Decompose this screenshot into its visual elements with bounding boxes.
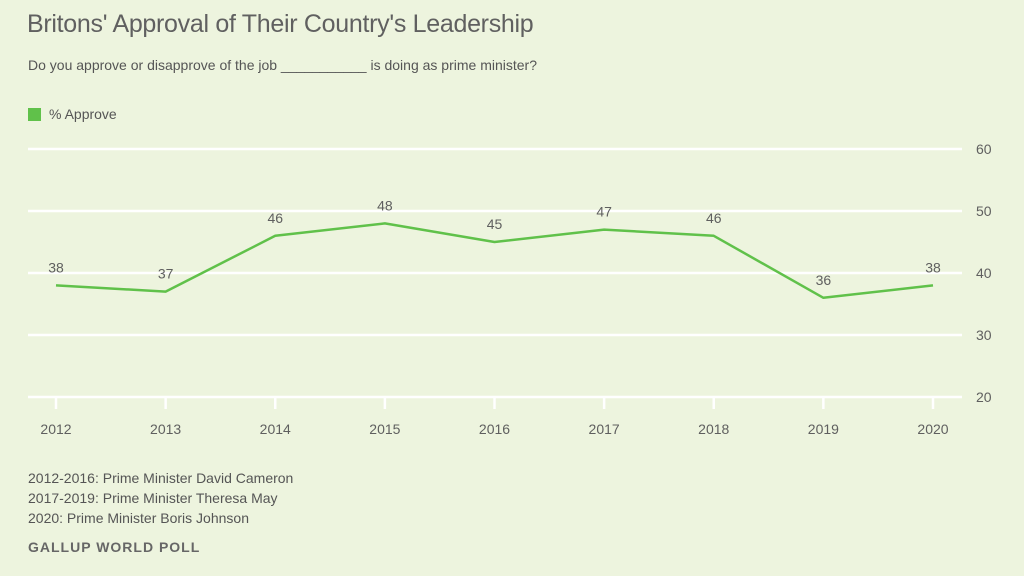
source-label: GALLUP WORLD POLL — [28, 539, 201, 555]
data-label-2013: 37 — [158, 266, 174, 282]
x-tick-label-2013: 2013 — [150, 421, 181, 437]
x-tick-label-2016: 2016 — [479, 421, 510, 437]
data-label-2012: 38 — [48, 259, 64, 275]
x-tick-label-2018: 2018 — [698, 421, 729, 437]
data-label-2017: 47 — [596, 204, 612, 220]
y-tick-label-40: 40 — [976, 265, 992, 281]
y-tick-label-20: 20 — [976, 389, 992, 405]
footnote-may: 2017-2019: Prime Minister Theresa May — [28, 490, 278, 506]
data-label-2015: 48 — [377, 197, 393, 213]
data-label-2016: 45 — [487, 216, 503, 232]
series-line-approve — [55, 222, 934, 300]
y-tick-label-60: 60 — [976, 141, 992, 157]
footnote-johnson: 2020: Prime Minister Boris Johnson — [28, 510, 249, 526]
legend-label-approve: % Approve — [49, 106, 117, 122]
data-label-2018: 46 — [706, 210, 722, 226]
data-label-2020: 38 — [925, 259, 941, 275]
legend: % Approve — [28, 106, 117, 122]
x-tick-label-2015: 2015 — [369, 421, 400, 437]
y-tick-label-50: 50 — [976, 203, 992, 219]
x-tick-label-2014: 2014 — [260, 421, 291, 437]
chart-title: Britons' Approval of Their Country's Lea… — [27, 10, 534, 38]
x-tick-label-2012: 2012 — [40, 421, 71, 437]
data-label-2019: 36 — [816, 272, 832, 288]
legend-swatch-approve — [28, 107, 41, 121]
x-tick-label-2019: 2019 — [808, 421, 839, 437]
data-label-2014: 46 — [267, 210, 283, 226]
x-tick-label-2017: 2017 — [589, 421, 620, 437]
chart-subtitle: Do you approve or disapprove of the job … — [28, 57, 537, 73]
x-tick-label-2020: 2020 — [917, 421, 948, 437]
footnotes: 2012-2016: Prime Minister David Cameron … — [28, 468, 293, 528]
footnote-cameron: 2012-2016: Prime Minister David Cameron — [28, 470, 294, 486]
y-tick-label-30: 30 — [976, 327, 992, 343]
